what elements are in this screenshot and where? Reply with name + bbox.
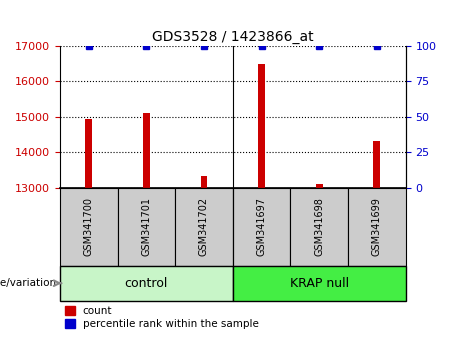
Bar (60, 266, 233, 301)
Bar (118, 188, 175, 266)
Text: GSM341699: GSM341699 (372, 197, 382, 256)
Bar (143, 113, 150, 188)
Bar (290, 188, 348, 266)
Text: GSM341700: GSM341700 (84, 197, 94, 256)
Text: GSM341702: GSM341702 (199, 197, 209, 256)
Bar (201, 176, 207, 188)
Bar (233, 266, 406, 301)
Text: GSM341697: GSM341697 (257, 197, 266, 256)
Text: control: control (124, 277, 168, 290)
Bar (348, 188, 406, 266)
Text: GSM341701: GSM341701 (142, 197, 151, 256)
Text: genotype/variation: genotype/variation (0, 278, 56, 288)
Legend: count, percentile rank within the sample: count, percentile rank within the sample (65, 306, 259, 329)
Bar (233, 188, 290, 266)
Bar (316, 184, 323, 188)
Title: GDS3528 / 1423866_at: GDS3528 / 1423866_at (152, 30, 313, 44)
Text: GSM341698: GSM341698 (314, 197, 324, 256)
Text: KRAP null: KRAP null (290, 277, 349, 290)
Bar (85, 119, 92, 188)
Bar (175, 188, 233, 266)
Bar (373, 141, 380, 188)
Bar (258, 64, 265, 188)
Bar (60, 188, 118, 266)
